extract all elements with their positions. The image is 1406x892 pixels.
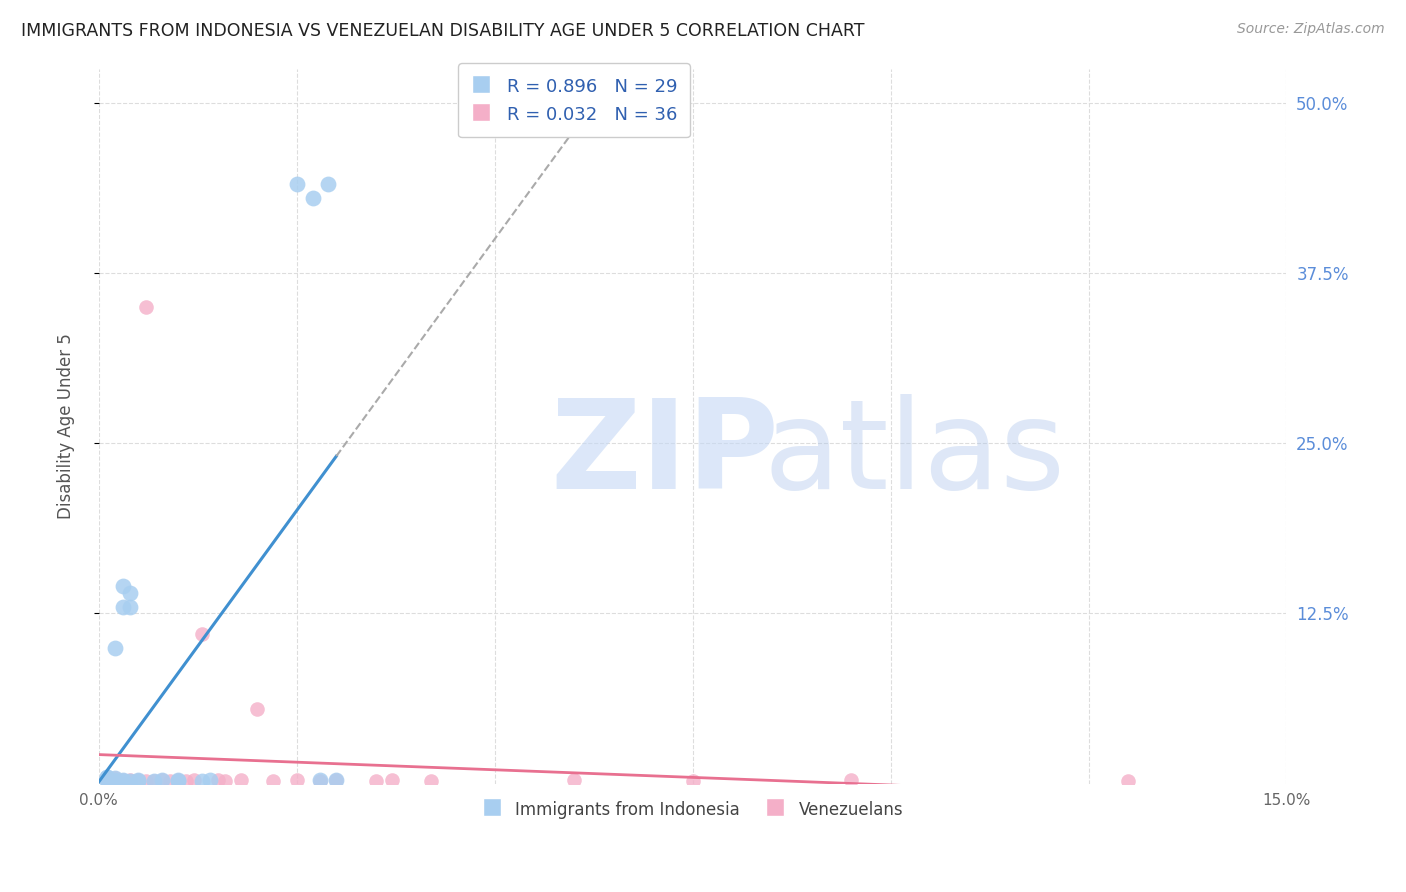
Point xyxy=(120,774,142,789)
Point xyxy=(174,774,197,789)
Point xyxy=(301,191,323,205)
Point xyxy=(381,772,404,787)
Point xyxy=(104,772,127,787)
Legend: Immigrants from Indonesia, Venezuelans: Immigrants from Indonesia, Venezuelans xyxy=(475,793,910,825)
Point xyxy=(325,772,347,787)
Point xyxy=(96,770,118,784)
Point xyxy=(96,774,118,789)
Point xyxy=(127,772,149,787)
Point xyxy=(96,772,118,786)
Point xyxy=(111,599,134,614)
Point xyxy=(111,774,134,789)
Point xyxy=(207,772,229,787)
Point xyxy=(104,772,127,787)
Point xyxy=(285,178,308,192)
Point xyxy=(120,599,142,614)
Point xyxy=(143,774,166,789)
Point xyxy=(159,774,181,789)
Point xyxy=(420,774,443,789)
Point xyxy=(111,774,134,789)
Point xyxy=(96,772,118,786)
Point xyxy=(96,774,118,789)
Point xyxy=(96,772,118,787)
Point xyxy=(190,774,212,789)
Point xyxy=(96,772,118,787)
Point xyxy=(190,627,212,641)
Point xyxy=(167,774,190,789)
Point xyxy=(325,772,347,787)
Point xyxy=(104,774,127,789)
Point xyxy=(150,772,173,787)
Point xyxy=(104,640,127,655)
Point xyxy=(127,772,149,787)
Text: Source: ZipAtlas.com: Source: ZipAtlas.com xyxy=(1237,22,1385,37)
Point xyxy=(150,772,173,787)
Point xyxy=(120,772,142,787)
Point xyxy=(214,774,236,789)
Point xyxy=(104,774,127,789)
Point xyxy=(231,772,253,787)
Point xyxy=(682,774,704,789)
Point xyxy=(309,774,332,789)
Point xyxy=(135,774,157,789)
Point xyxy=(120,586,142,600)
Point xyxy=(167,772,190,787)
Text: IMMIGRANTS FROM INDONESIA VS VENEZUELAN DISABILITY AGE UNDER 5 CORRELATION CHART: IMMIGRANTS FROM INDONESIA VS VENEZUELAN … xyxy=(21,22,865,40)
Point xyxy=(111,772,134,787)
Point xyxy=(111,579,134,593)
Point xyxy=(111,772,134,787)
Point xyxy=(127,774,149,789)
Point xyxy=(364,774,387,789)
Text: ZIP: ZIP xyxy=(550,394,779,516)
Point xyxy=(104,772,127,786)
Point xyxy=(839,772,862,787)
Point xyxy=(167,772,190,787)
Point xyxy=(246,702,269,716)
Y-axis label: Disability Age Under 5: Disability Age Under 5 xyxy=(58,334,75,519)
Point xyxy=(183,772,205,787)
Point xyxy=(120,774,142,789)
Point xyxy=(143,774,166,789)
Point xyxy=(104,772,127,786)
Point xyxy=(309,772,332,787)
Point xyxy=(135,300,157,314)
Point xyxy=(318,178,340,192)
Point xyxy=(198,772,221,787)
Point xyxy=(127,774,149,789)
Point xyxy=(96,770,118,784)
Text: atlas: atlas xyxy=(763,394,1066,516)
Point xyxy=(285,772,308,787)
Point xyxy=(1116,774,1139,789)
Point xyxy=(562,772,585,787)
Point xyxy=(262,774,284,789)
